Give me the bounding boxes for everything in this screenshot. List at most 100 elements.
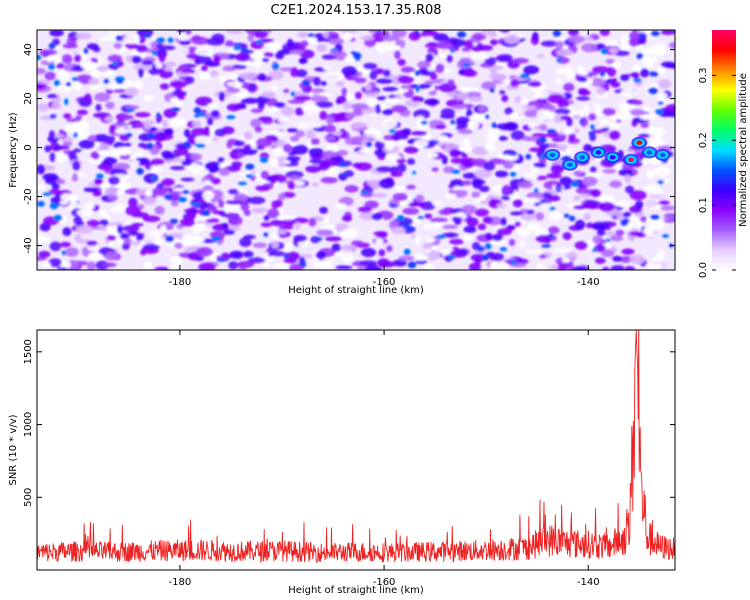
- noise-blob: [375, 78, 394, 84]
- noise-blob: [128, 241, 142, 246]
- noise-speckle: [171, 107, 181, 112]
- noise-blob: [380, 103, 387, 110]
- noise-blob: [93, 112, 111, 119]
- noise-blob: [583, 212, 591, 221]
- noise-blob: [462, 172, 478, 179]
- noise-blob: [98, 209, 108, 217]
- noise-blob: [565, 251, 578, 260]
- noise-blob: [367, 266, 380, 270]
- y-tick-label: -20: [23, 188, 34, 204]
- noise-blob: [572, 114, 582, 120]
- snr-background: [37, 330, 675, 570]
- noise-blob: [142, 196, 157, 205]
- noise-blob: [568, 132, 576, 142]
- noise-blob: [354, 77, 367, 84]
- noise-blob: [84, 202, 95, 210]
- noise-speckle: [115, 76, 125, 82]
- noise-blob: [78, 139, 95, 150]
- noise-blob: [223, 229, 235, 235]
- noise-blob: [66, 118, 81, 123]
- noise-blob: [418, 83, 432, 90]
- noise-blob: [471, 146, 490, 156]
- noise-blob: [302, 104, 320, 114]
- noise-blob: [92, 190, 102, 197]
- noise-blob: [87, 135, 97, 142]
- signal-feature-core: [636, 140, 643, 145]
- noise-speckle: [633, 78, 642, 83]
- noise-speckle: [211, 236, 221, 242]
- noise-blob: [464, 87, 479, 93]
- noise-blob: [93, 92, 111, 102]
- noise-blob: [181, 159, 193, 167]
- noise-blob: [287, 181, 296, 190]
- noise-blob: [59, 200, 69, 205]
- noise-speckle: [405, 226, 415, 232]
- noise-blob: [415, 194, 425, 203]
- noise-blob: [459, 86, 467, 93]
- noise-blob: [108, 176, 120, 186]
- noise-blob: [554, 40, 564, 50]
- noise-blob: [439, 114, 455, 119]
- noise-blob: [450, 38, 468, 48]
- noise-blob: [512, 199, 523, 208]
- noise-blob: [468, 121, 480, 130]
- noise-blob: [46, 56, 53, 63]
- noise-speckle: [525, 153, 532, 160]
- spectrogram-blobs: [37, 30, 675, 270]
- colorbar-tick-label: 0.2: [698, 132, 709, 148]
- noise-blob: [669, 42, 675, 49]
- noise-blob: [390, 172, 403, 177]
- noise-blob: [267, 208, 280, 219]
- noise-speckle: [331, 48, 338, 52]
- noise-blob: [114, 128, 131, 135]
- noise-speckle: [177, 197, 187, 203]
- noise-blob: [512, 57, 529, 64]
- noise-blob: [433, 85, 441, 91]
- noise-speckle: [605, 238, 611, 242]
- noise-blob: [217, 157, 225, 163]
- noise-speckle: [548, 233, 554, 239]
- noise-speckle: [54, 79, 60, 87]
- noise-speckle: [599, 71, 606, 78]
- noise-speckle: [457, 31, 467, 38]
- noise-blob: [359, 148, 373, 153]
- noise-blob: [443, 193, 457, 199]
- noise-blob: [602, 108, 616, 116]
- noise-blob: [191, 127, 207, 138]
- noise-blob: [89, 158, 102, 164]
- noise-blob: [193, 135, 211, 145]
- noise-blob: [260, 222, 272, 228]
- noise-blob: [636, 233, 647, 238]
- noise-blob: [426, 42, 438, 47]
- noise-blob: [524, 197, 541, 203]
- noise-blob: [138, 34, 146, 44]
- noise-blob: [95, 150, 114, 156]
- noise-blob: [596, 43, 606, 49]
- noise-blob: [324, 136, 336, 141]
- noise-blob: [359, 211, 376, 221]
- noise-blob: [298, 122, 310, 128]
- noise-blob: [446, 54, 453, 63]
- noise-blob: [371, 192, 388, 198]
- noise-blob: [189, 137, 196, 145]
- noise-blob: [75, 224, 94, 234]
- noise-blob: [312, 258, 320, 269]
- noise-blob: [640, 123, 650, 128]
- noise-speckle: [662, 234, 669, 238]
- noise-speckle: [301, 79, 311, 86]
- noise-blob: [177, 64, 190, 72]
- noise-blob: [250, 108, 263, 113]
- noise-blob: [567, 260, 574, 270]
- y-tick-label: 20: [23, 92, 34, 105]
- noise-blob: [73, 216, 83, 225]
- noise-blob: [121, 224, 140, 233]
- noise-speckle: [407, 261, 417, 269]
- noise-blob: [341, 215, 353, 222]
- noise-blob: [612, 255, 622, 262]
- noise-blob: [449, 238, 464, 245]
- noise-blob: [152, 187, 168, 195]
- noise-blob: [318, 161, 331, 171]
- colorbar-label: Normalized spectral amplitude: [738, 73, 749, 227]
- noise-blob: [278, 193, 286, 201]
- noise-blob: [257, 100, 265, 110]
